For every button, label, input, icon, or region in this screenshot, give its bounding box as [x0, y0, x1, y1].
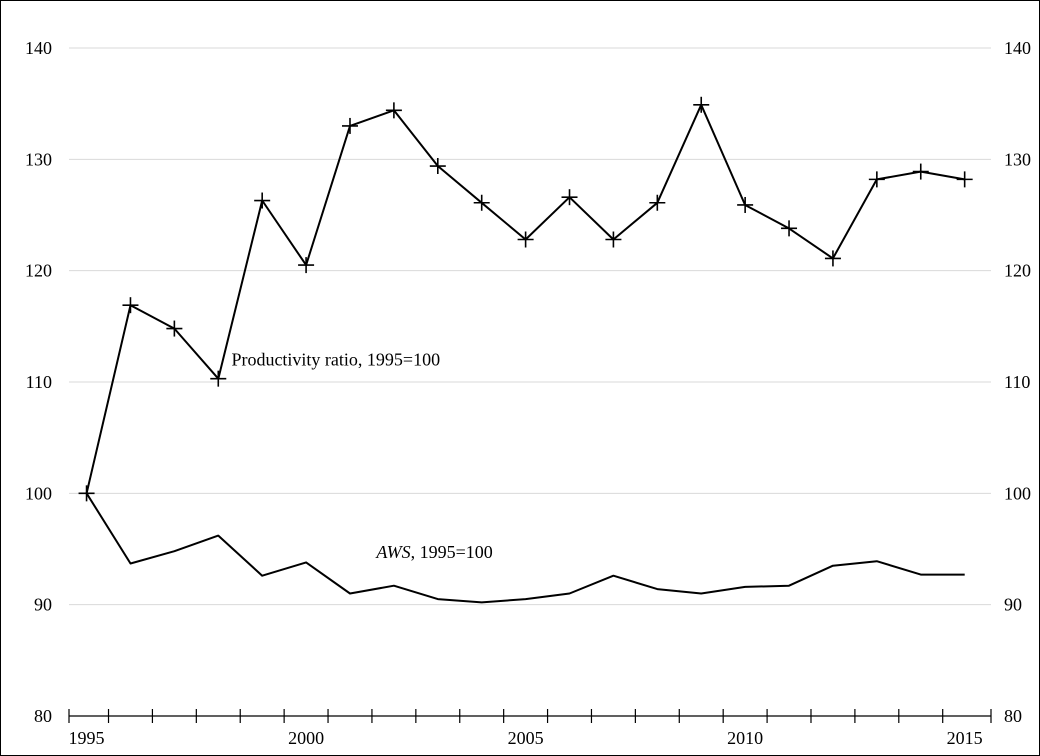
series-0-line: [85, 103, 965, 494]
series-0-point-2004: [473, 194, 490, 211]
series-0-point-2009: [693, 96, 710, 113]
y-tick-right-80: 80: [1004, 706, 1022, 726]
x-tick-label-2005: 2005: [508, 728, 544, 748]
x-tick-label-2010: 2010: [727, 728, 763, 748]
series-0-point-2010: [737, 196, 754, 213]
annotation-series-0: Productivity ratio, 1995=100: [231, 349, 440, 369]
series-0-point-2007: [605, 231, 622, 248]
series-0-point-2000: [298, 257, 315, 274]
x-axis: [68, 709, 992, 723]
y-tick-left-120: 120: [25, 261, 52, 281]
series-0-point-1998: [210, 370, 227, 387]
y-tick-right-130: 130: [1004, 149, 1031, 169]
series-0-point-1996: [122, 297, 139, 314]
x-tick-label-1995: 1995: [69, 728, 105, 748]
series-0-point-2006: [561, 189, 578, 206]
series-0-point-2015: [956, 171, 973, 188]
series-0-point-2012: [824, 250, 841, 267]
series-0-point-2011: [781, 220, 798, 237]
series-0-point-2008: [649, 194, 666, 211]
y-tick-left-110: 110: [26, 372, 52, 392]
x-tick-label-2000: 2000: [288, 728, 324, 748]
annotations: Productivity ratio, 1995=100 AWS, 1995=10…: [231, 349, 492, 562]
x-tick-label-2015: 2015: [947, 728, 983, 748]
series-0-point-1997: [166, 320, 183, 337]
y-tick-right-120: 120: [1004, 261, 1031, 281]
series-0-point-2005: [517, 231, 534, 248]
series-0-point-2001: [341, 117, 358, 134]
y-tick-right-140: 140: [1004, 38, 1031, 58]
gridlines: [69, 47, 991, 606]
y-tick-right-110: 110: [1004, 372, 1030, 392]
x-axis-labels: 1995 2000 2005 2010 2015: [69, 728, 983, 748]
series-0-point-2003: [429, 158, 446, 175]
series-0-point-2014: [912, 163, 929, 180]
y-tick-left-140: 140: [25, 38, 52, 58]
annotation-series-1: AWS, 1995=100: [375, 542, 492, 562]
y-tick-left-130: 130: [25, 149, 52, 169]
y-tick-right-90: 90: [1004, 595, 1022, 615]
series-0-point-2002: [385, 102, 402, 119]
y-tick-left-80: 80: [34, 706, 52, 726]
y-axis-right: 80 90 100 110 120 130 140: [1004, 38, 1031, 726]
y-tick-left-100: 100: [25, 483, 52, 503]
series-0-point-2013: [868, 171, 885, 188]
series-1-line: [85, 492, 965, 604]
series-lines: [78, 96, 973, 604]
series-0-point-1999: [254, 192, 271, 209]
y-tick-left-90: 90: [34, 595, 52, 615]
y-tick-right-100: 100: [1004, 483, 1031, 503]
y-axis-left: 80 90 100 110 120 130 140: [25, 38, 52, 726]
